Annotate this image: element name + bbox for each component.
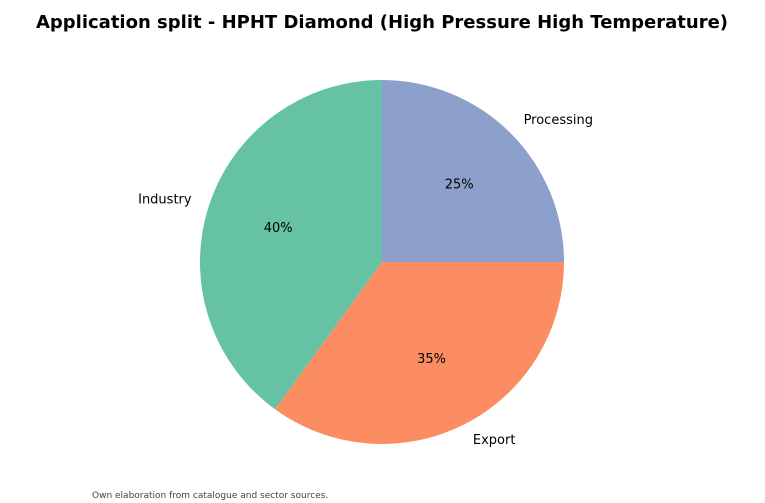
pie-labels: Processing 25% Export 35% Industry 40% xyxy=(138,113,593,448)
pie-slice-export xyxy=(275,262,564,444)
chart-title: Application split - HPHT Diamond (High P… xyxy=(36,12,728,33)
pct-label-processing: 25% xyxy=(445,177,474,192)
pie-slices xyxy=(200,79,564,444)
slice-label-industry: Industry xyxy=(138,193,192,208)
pie-slice-processing xyxy=(382,80,564,262)
pct-label-industry: 40% xyxy=(264,221,293,236)
slice-label-export: Export xyxy=(473,433,516,448)
pct-label-export: 35% xyxy=(417,352,446,367)
source-note: Own elaboration from catalogue and secto… xyxy=(92,491,328,501)
slice-label-processing: Processing xyxy=(524,113,593,128)
pie-slice-industry xyxy=(200,79,382,410)
